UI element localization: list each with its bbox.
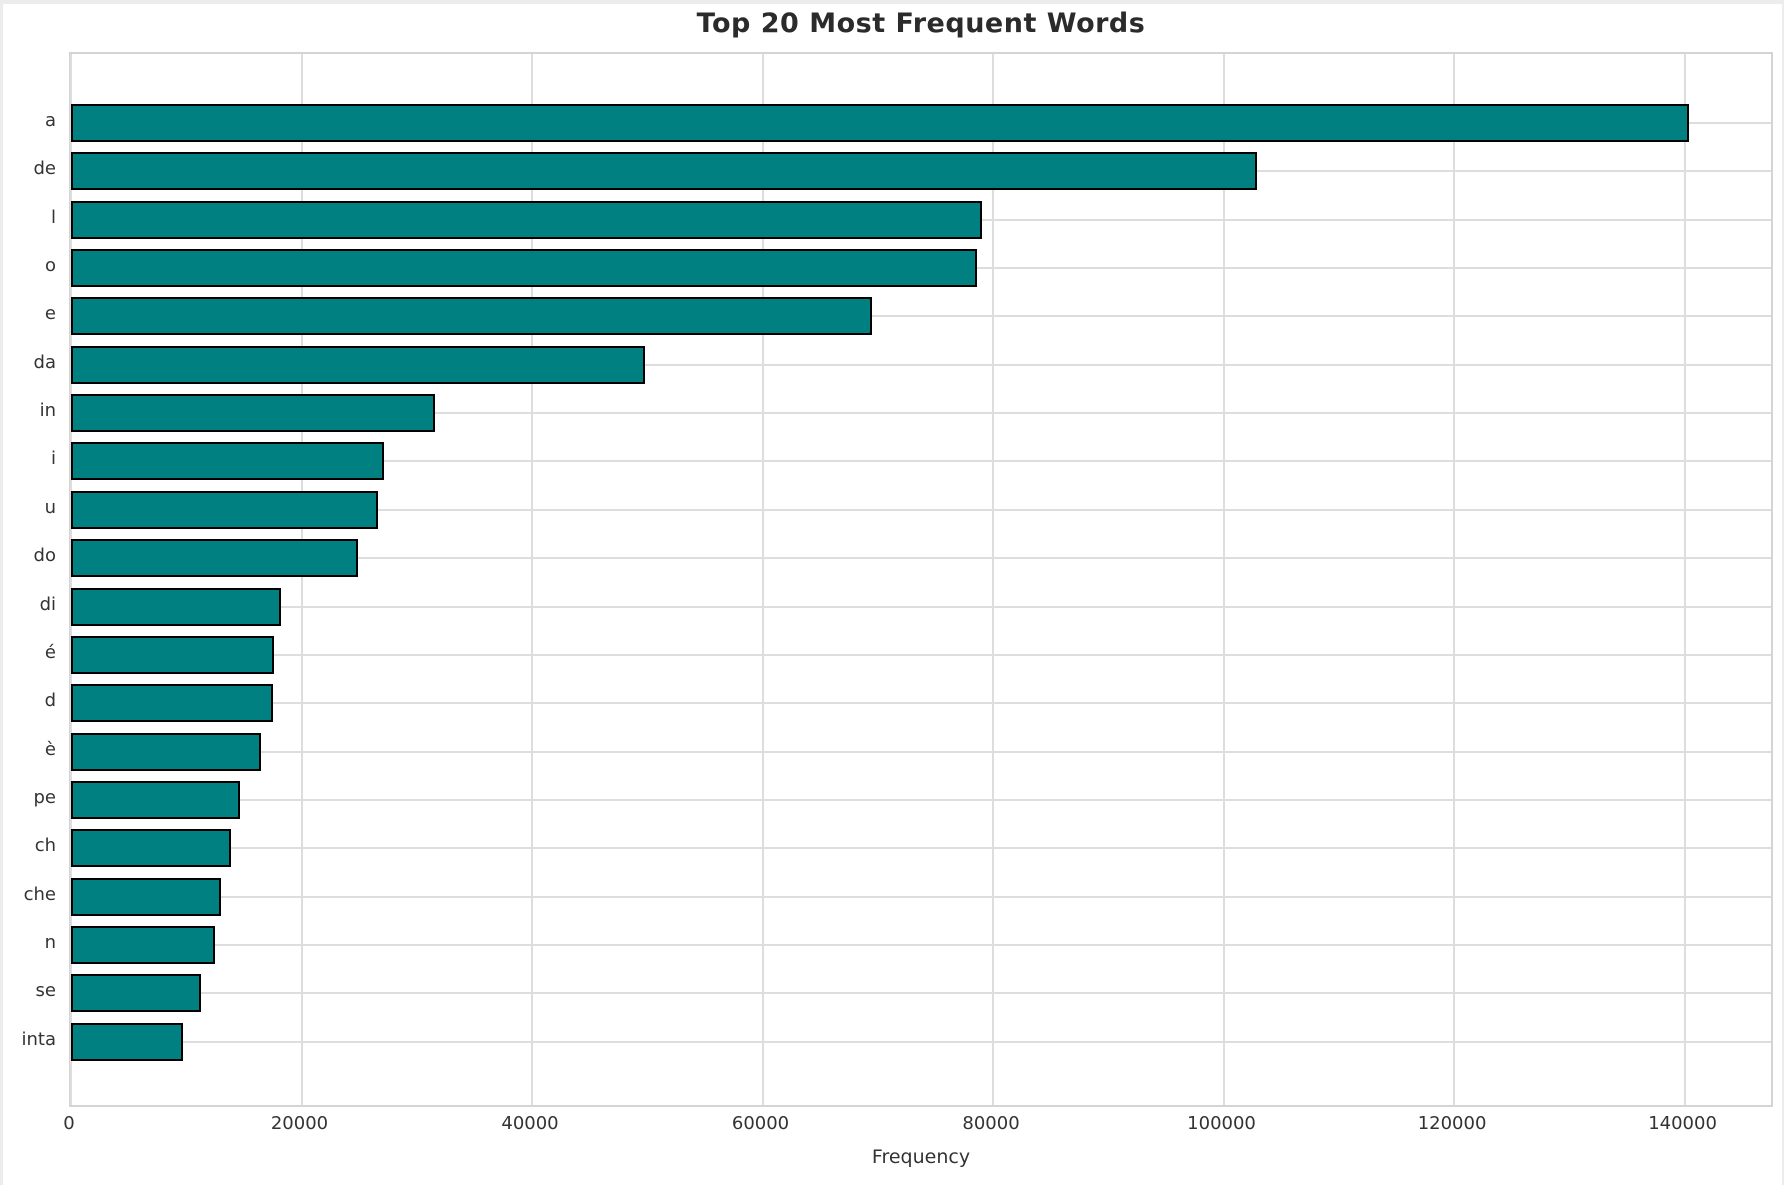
y-gridline xyxy=(71,750,1771,753)
x-gridline xyxy=(531,54,534,1105)
bar-o xyxy=(71,249,977,288)
plot-area xyxy=(69,52,1773,1107)
y-gridline xyxy=(71,412,1771,415)
x-gridline xyxy=(1222,54,1225,1105)
bar-in xyxy=(71,394,436,433)
y-gridline xyxy=(71,895,1771,898)
y-tick-label: inta xyxy=(21,1028,57,1050)
y-tick-label: do xyxy=(33,545,56,567)
bar-n xyxy=(71,925,216,964)
y-tick-label: o xyxy=(44,255,56,277)
bar-pe xyxy=(71,780,241,819)
screenshot-edge-left xyxy=(0,0,3,1185)
y-gridline xyxy=(71,943,1771,946)
x-gridline xyxy=(1453,54,1456,1105)
bar-da xyxy=(71,345,645,384)
y-tick-label: da xyxy=(33,351,56,373)
screenshot-edge-top xyxy=(0,0,1784,4)
y-gridline xyxy=(71,847,1771,850)
x-tick-label: 120000 xyxy=(1417,1113,1487,1134)
bar-do xyxy=(71,539,358,578)
x-gridline xyxy=(1683,54,1686,1105)
y-gridline xyxy=(71,992,1771,995)
y-tick-label: ch xyxy=(34,835,56,857)
y-gridline xyxy=(71,557,1771,560)
bar-de xyxy=(71,152,1257,191)
y-gridline xyxy=(71,605,1771,608)
bar-di xyxy=(71,587,281,626)
bar-d xyxy=(71,684,273,723)
y-tick-label: u xyxy=(44,496,56,518)
y-tick-label: di xyxy=(39,593,56,615)
chart-title: Top 20 Most Frequent Words xyxy=(696,8,1146,39)
y-tick-label: e xyxy=(44,303,56,325)
y-tick-label: i xyxy=(50,448,56,470)
x-tick-label: 40000 xyxy=(501,1113,559,1134)
x-gridline xyxy=(761,54,764,1105)
y-tick-label: de xyxy=(33,158,57,180)
y-gridline xyxy=(71,363,1771,366)
screenshot-edge-right xyxy=(1782,0,1784,1185)
x-tick-label: 60000 xyxy=(731,1113,790,1134)
y-tick-label: l xyxy=(50,206,56,228)
bar-a xyxy=(71,104,1690,142)
bar-é xyxy=(71,635,274,674)
y-gridline xyxy=(71,1040,1771,1043)
x-axis-title: Frequency xyxy=(871,1146,971,1168)
x-tick-label: 80000 xyxy=(962,1113,1020,1134)
x-tick-label: 140000 xyxy=(1648,1113,1717,1134)
y-gridline xyxy=(71,315,1771,318)
bar-è xyxy=(71,732,262,771)
y-gridline xyxy=(71,508,1771,511)
y-axis-tick-labels: a de l o e da in i u do di é d è pe ch che n se inta xyxy=(0,0,57,1185)
y-tick-label: se xyxy=(35,980,56,1002)
bar-e xyxy=(71,297,873,336)
x-axis-tick-labels: 0 20000 40000 60000 80000 100000 120000 140000 xyxy=(0,1113,1784,1139)
bar-i xyxy=(71,442,385,481)
y-tick-label: a xyxy=(44,110,56,131)
y-tick-label: che xyxy=(23,883,56,905)
y-tick-label: n xyxy=(44,931,56,953)
y-gridline xyxy=(71,798,1771,801)
bar-inta xyxy=(71,1022,183,1061)
y-gridline xyxy=(71,460,1771,463)
y-gridline xyxy=(71,702,1771,705)
y-tick-label: è xyxy=(44,738,56,760)
bar-u xyxy=(71,490,378,529)
y-tick-label: pe xyxy=(33,786,57,808)
y-gridline xyxy=(71,653,1771,656)
x-gridline xyxy=(992,54,995,1105)
bar-che xyxy=(71,877,221,916)
y-tick-label: é xyxy=(44,641,56,663)
bar-ch xyxy=(71,829,232,868)
x-gridline xyxy=(300,54,303,1105)
x-tick-label: 0 xyxy=(63,1113,75,1134)
x-tick-label: 100000 xyxy=(1187,1113,1256,1134)
bar-se xyxy=(71,974,202,1013)
y-tick-label: in xyxy=(39,400,56,422)
x-tick-label: 20000 xyxy=(270,1113,329,1134)
bar-l xyxy=(71,200,982,239)
x-gridline xyxy=(70,54,72,1105)
y-tick-label: d xyxy=(44,690,56,712)
